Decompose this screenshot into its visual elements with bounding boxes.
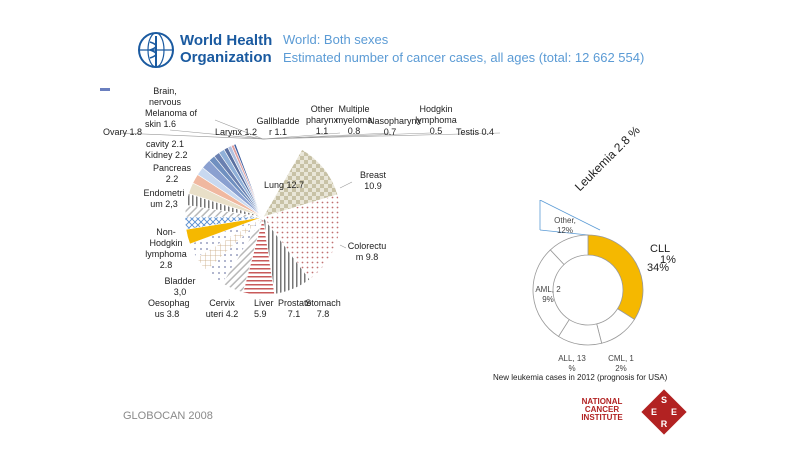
leader-line-6 bbox=[229, 132, 264, 140]
chart-subtitle: Estimated number of cancer cases, all ag… bbox=[283, 50, 645, 65]
leukemia-donut-chart bbox=[532, 200, 644, 346]
label-oral-cavity: cavity 2.1 bbox=[146, 139, 185, 149]
donut-label-aml: AML, 2 9% bbox=[535, 285, 561, 304]
pie-leader-lines bbox=[119, 119, 501, 249]
donut-slice-other bbox=[549, 234, 589, 266]
label-breast: Breast 10.9 bbox=[359, 170, 386, 191]
donut-slice-cll bbox=[587, 234, 644, 321]
connector-line-1 bbox=[539, 200, 601, 231]
label-brain: Brain, nervous bbox=[148, 86, 182, 107]
label-lung: Lung 12.7 bbox=[264, 180, 305, 190]
who-logo-line2: Organization bbox=[180, 49, 272, 66]
pie-slice-lung bbox=[235, 138, 303, 218]
label-bladder: Bladder 3,0 bbox=[164, 276, 196, 297]
label-pancreas: Pancreas 2.2 bbox=[152, 163, 192, 184]
pie-slices bbox=[184, 138, 342, 296]
who-logo-line1: World Health bbox=[180, 32, 273, 49]
source-footer: GLOBOCAN 2008 bbox=[123, 410, 213, 422]
label-larynx: Larynx 1.2 bbox=[215, 127, 258, 137]
leader-line-2 bbox=[262, 132, 501, 140]
donut-label-cll-pct: 34% bbox=[647, 262, 670, 274]
label-oesophagus: Oesophag us 3.8 bbox=[148, 298, 190, 319]
label-ovary: Ovary 1.8 bbox=[103, 127, 143, 137]
leader-line-3 bbox=[262, 132, 431, 140]
leader-line-4 bbox=[262, 132, 391, 140]
leader-line-8 bbox=[339, 181, 353, 189]
donut-caption: New leukemia cases in 2012 (prognosis fo… bbox=[493, 373, 668, 382]
seer-letter-3: R bbox=[661, 419, 668, 429]
label-kidney: Kidney 2.2 bbox=[145, 150, 188, 160]
donut-label-all: ALL, 13 % bbox=[558, 354, 586, 373]
label-gallbladder: Gallbladde r 1.1 bbox=[256, 116, 300, 137]
donut-slices bbox=[532, 234, 644, 346]
seer-letter-0: S bbox=[661, 395, 667, 405]
seer-letters: SE ER bbox=[651, 395, 677, 429]
donut-label-cml: CML, 1 2% bbox=[608, 354, 634, 373]
label-nasopharynx: Nasopharynx 0.7 bbox=[368, 116, 422, 137]
seer-logo-icon: SE ER bbox=[641, 389, 687, 435]
who-emblem-icon bbox=[138, 32, 174, 68]
label-cervix: Cervix uteri 4.2 bbox=[205, 298, 239, 319]
chart-title: World: Both sexes bbox=[283, 32, 389, 47]
label-liver: Liver 5.9 bbox=[254, 298, 274, 319]
donut-label-other: Other, 12% bbox=[554, 216, 576, 235]
leader-line-9 bbox=[339, 244, 347, 249]
donut-connector-lines bbox=[539, 200, 601, 236]
label-prostate: Prostate 7.1 bbox=[278, 298, 312, 319]
donut-label-cll-over: 1% bbox=[660, 254, 676, 266]
leader-line-0 bbox=[169, 129, 264, 140]
label-colorectum: Colorectu m 9.8 bbox=[347, 241, 387, 262]
connector-line-2 bbox=[539, 229, 589, 236]
label-testis: Testis 0.4 bbox=[456, 127, 495, 137]
nci-logo: NATIONAL CANCER INSTITUTE bbox=[581, 397, 623, 422]
who-logo-text: World Health Organization bbox=[180, 32, 272, 66]
label-hodgkin: Hodgkin lymphoma 0.5 bbox=[415, 104, 457, 136]
seer-letter-2: E bbox=[671, 407, 677, 417]
label-other-pharynx: Other pharynx 1.1 bbox=[306, 104, 339, 136]
label-nhl: Non- Hodgkin lymphoma 2.8 bbox=[145, 227, 187, 270]
leader-line-1 bbox=[119, 132, 264, 140]
seer-letter-1: E bbox=[651, 407, 657, 417]
label-stomach: Stomach 7.8 bbox=[305, 298, 341, 319]
label-melanoma: Melanoma of skin 1.6 bbox=[145, 108, 198, 129]
leader-line-7 bbox=[214, 119, 264, 140]
donut-label-cll: CLL bbox=[650, 243, 671, 255]
leader-line-5 bbox=[262, 132, 341, 140]
label-myeloma: Multiple myeloma 0.8 bbox=[335, 104, 373, 136]
legend-mark bbox=[100, 88, 110, 91]
label-endometrium: Endometri um 2,3 bbox=[143, 188, 185, 209]
